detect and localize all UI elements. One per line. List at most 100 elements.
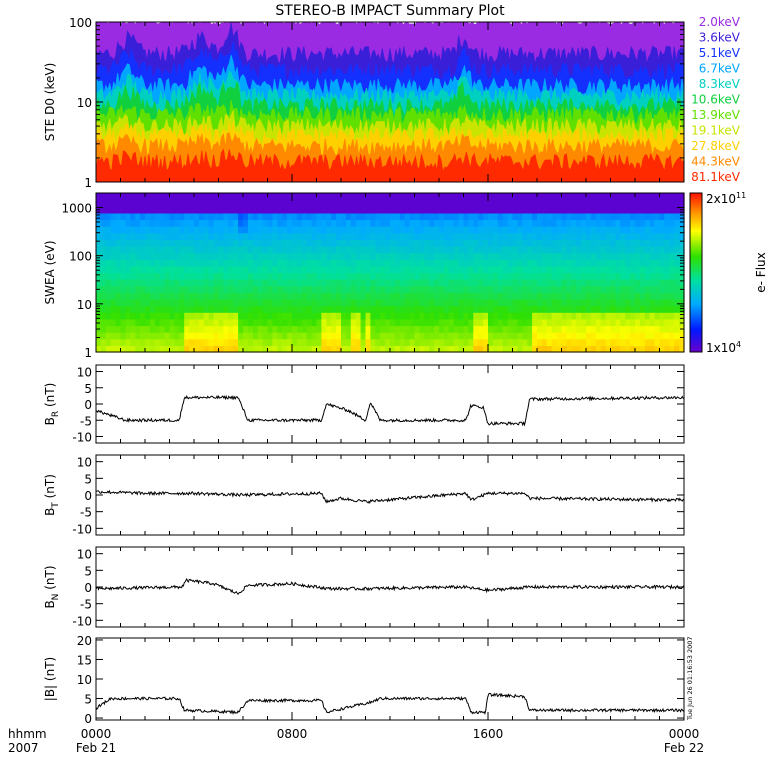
swea-cell	[576, 345, 582, 353]
swea-cell	[605, 285, 612, 293]
swea-cell	[350, 226, 357, 234]
swea-cell	[223, 199, 229, 207]
swea-cell	[551, 226, 558, 234]
swea-cell	[610, 305, 616, 313]
swea-cell	[311, 279, 318, 287]
swea-cell	[512, 206, 518, 214]
swea-cell	[463, 232, 469, 240]
swea-cell	[194, 212, 200, 221]
swea-cell	[522, 279, 528, 287]
swea-cell	[649, 252, 656, 260]
swea-cell	[345, 272, 352, 280]
swea-cell	[350, 312, 357, 320]
swea-cell	[257, 232, 264, 240]
swea-cell	[345, 232, 352, 240]
swea-cell	[247, 272, 254, 280]
swea-cell	[243, 226, 249, 234]
swea-cell	[252, 265, 259, 274]
swea-cell	[370, 272, 376, 280]
swea-cell	[130, 239, 136, 247]
swea-cell	[644, 252, 651, 260]
swea-cell	[145, 285, 151, 293]
swea-cell	[154, 212, 161, 221]
swea-cell	[674, 318, 680, 327]
swea-cell	[448, 292, 455, 300]
swea-cell	[336, 338, 342, 346]
swea-cell	[252, 246, 259, 254]
swea-cell	[615, 219, 621, 227]
swea-cell	[399, 206, 406, 214]
swea-cell	[336, 318, 342, 327]
swea-cell	[164, 325, 171, 333]
swea-cell	[679, 252, 685, 260]
swea-cell	[198, 285, 205, 293]
swea-cell	[149, 279, 156, 287]
swea-cell	[110, 279, 117, 287]
swea-cell	[370, 305, 376, 313]
swea-cell	[120, 279, 126, 287]
swea-cell	[502, 272, 509, 280]
swea-cell	[605, 259, 612, 267]
swea-cell	[365, 318, 371, 327]
swea-cell	[198, 332, 205, 340]
swea-cell	[184, 206, 190, 214]
swea-cell	[566, 312, 572, 320]
swea-cell	[600, 206, 607, 214]
swea-cell	[272, 338, 278, 346]
swea-cell	[257, 206, 264, 214]
swea-cell	[184, 212, 190, 221]
swea-cell	[272, 199, 278, 207]
swea-cell	[287, 193, 293, 201]
swea-cell	[272, 332, 278, 340]
swea-cell	[468, 246, 474, 254]
swea-cell	[96, 279, 102, 287]
swea-cell	[551, 325, 558, 333]
swea-cell	[326, 252, 332, 260]
swea-cell	[287, 312, 293, 320]
swea-cell	[439, 199, 445, 207]
swea-cell	[453, 305, 460, 313]
swea-cell	[488, 285, 494, 293]
swea-cell	[365, 345, 371, 353]
swea-cell	[635, 193, 641, 201]
swea-cell	[625, 285, 631, 293]
swea-cell	[198, 345, 205, 353]
swea-cell	[336, 239, 342, 247]
swea-cell	[277, 259, 283, 267]
swea-cell	[243, 219, 249, 227]
swea-cell	[218, 206, 224, 214]
swea-cell	[532, 239, 538, 247]
swea-cell	[198, 212, 205, 221]
panel-frame-bt	[95, 454, 685, 536]
swea-cell	[502, 345, 509, 353]
swea-cell	[257, 212, 264, 221]
swea-cell	[385, 193, 391, 201]
swea-cell	[463, 312, 469, 320]
swea-cell	[674, 246, 680, 254]
swea-cell	[414, 305, 420, 313]
swea-cell	[174, 199, 180, 207]
swea-cell	[620, 338, 626, 346]
swea-cell	[341, 332, 347, 340]
swea-cell	[659, 272, 665, 280]
swea-cell	[571, 232, 577, 240]
swea-cell	[296, 279, 303, 287]
swea-cell	[679, 226, 685, 234]
swea-cell	[561, 292, 567, 300]
swea-cell	[639, 252, 646, 260]
swea-cell	[664, 285, 670, 293]
swea-cell	[164, 338, 171, 346]
swea-cell	[100, 193, 107, 201]
swea-cell	[463, 318, 469, 327]
swea-cell	[213, 226, 220, 234]
legend-entry: 10.6keV	[691, 93, 741, 107]
swea-cell	[556, 232, 563, 240]
swea-cell	[355, 299, 362, 307]
swea-cell	[311, 193, 318, 201]
swea-cell	[463, 332, 469, 340]
swea-cell	[130, 292, 136, 300]
swea-cell	[267, 325, 273, 333]
swea-cell	[311, 325, 318, 333]
swea-cell	[492, 292, 499, 300]
swea-cell	[326, 345, 332, 353]
